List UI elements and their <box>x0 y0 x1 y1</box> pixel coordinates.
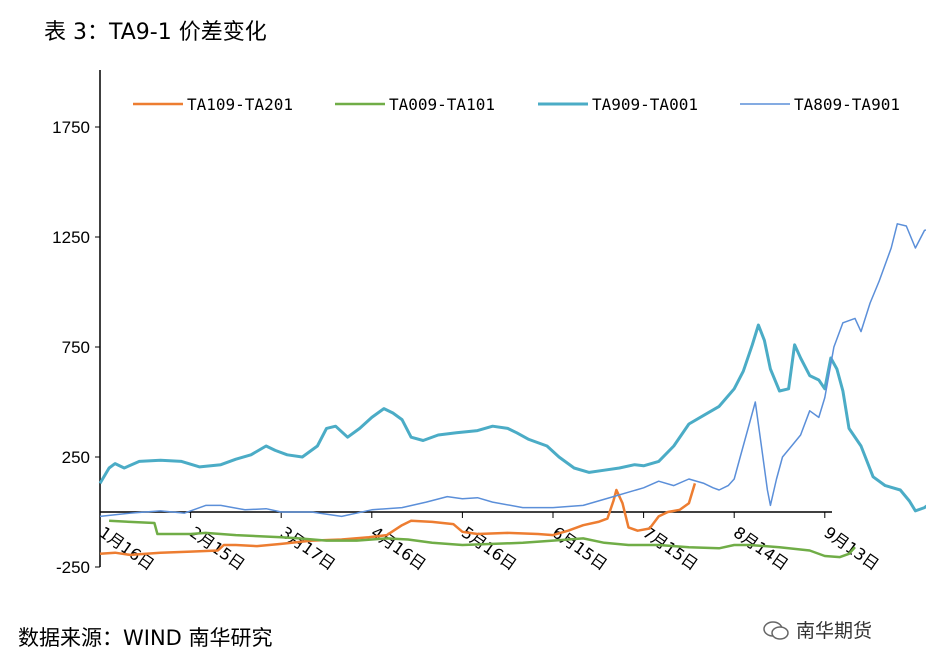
wechat-icon <box>763 620 789 640</box>
y-tick-label: 1750 <box>52 118 90 137</box>
legend-label: TA009-TA101 <box>389 95 495 114</box>
x-tick-label: 6月15日 <box>549 523 611 574</box>
chart-title: 表 3：TA9-1 价差变化 <box>44 20 267 45</box>
series-line-ta909-ta001 <box>98 323 926 513</box>
y-tick-label: 1250 <box>52 228 90 247</box>
y-tick-label: 250 <box>62 448 90 467</box>
data-source: 数据来源：WIND 南华研究 <box>18 626 273 650</box>
x-tick-label: 5月16日 <box>458 523 520 574</box>
watermark-text: 南华期货 <box>796 620 873 642</box>
series-line-ta109-ta201 <box>99 483 697 557</box>
legend-label: TA809-TA901 <box>794 95 900 114</box>
y-tick-label: 750 <box>62 338 90 357</box>
legend-label: TA109-TA201 <box>187 95 293 114</box>
watermark: 南华期货 <box>762 616 872 643</box>
x-tick-label: 3月17日 <box>277 523 339 574</box>
x-tick-label: 4月16日 <box>368 523 430 574</box>
series-line-ta809-ta901 <box>99 223 926 518</box>
x-tick-label: 9月13日 <box>821 523 883 574</box>
legend-label: TA909-TA001 <box>592 95 698 114</box>
x-tick-label: 2月15日 <box>186 523 248 574</box>
x-tick-label: 1月16日 <box>96 523 158 574</box>
y-tick-label: -250 <box>56 558 90 577</box>
series-line-ta009-ta101 <box>109 519 856 559</box>
